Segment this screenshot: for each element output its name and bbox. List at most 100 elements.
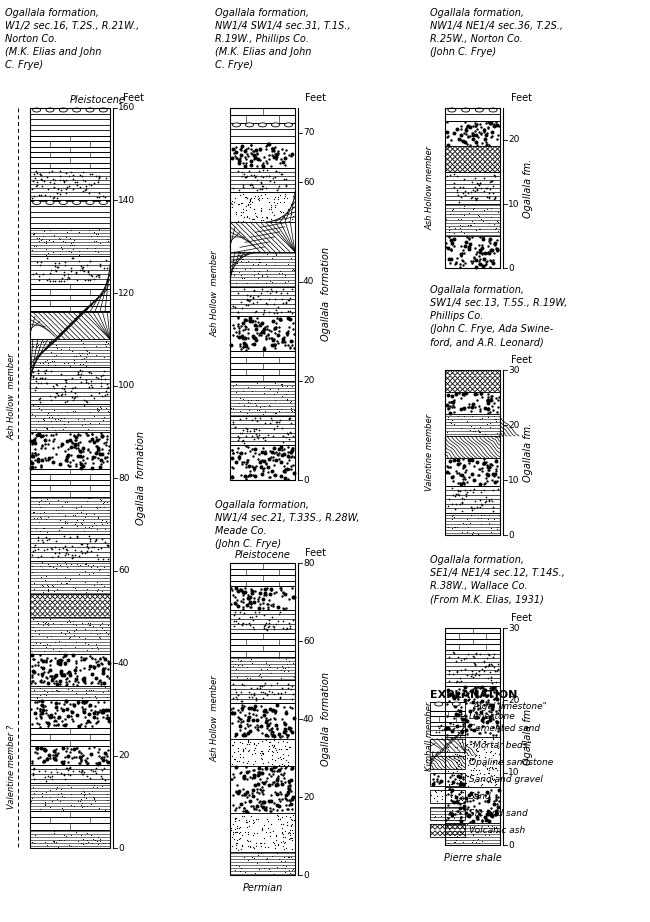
Point	[488, 237, 499, 252]
Point	[278, 725, 289, 739]
Point	[81, 682, 91, 697]
Point	[478, 455, 489, 470]
Point	[259, 445, 270, 460]
Point	[34, 763, 44, 778]
Text: Norton Co.: Norton Co.	[5, 34, 57, 44]
Point	[444, 664, 454, 679]
Point	[35, 719, 46, 734]
Point	[455, 455, 465, 470]
Point	[471, 706, 481, 721]
Point	[266, 251, 277, 266]
Point	[87, 675, 98, 690]
Point	[449, 405, 460, 420]
Point	[80, 719, 90, 734]
Point	[280, 752, 291, 767]
Point	[468, 828, 478, 843]
Point	[79, 676, 90, 691]
Point	[29, 225, 40, 240]
Text: Ogallala formation,: Ogallala formation,	[430, 285, 524, 295]
Point	[467, 408, 477, 423]
Point	[239, 771, 249, 786]
Point	[468, 131, 478, 146]
Point	[227, 715, 237, 730]
Point	[252, 592, 263, 607]
Point	[441, 397, 452, 412]
Point	[66, 828, 77, 843]
Text: 0: 0	[508, 530, 514, 539]
Point	[287, 802, 298, 817]
Point	[283, 471, 293, 486]
Point	[492, 718, 502, 733]
Point	[46, 707, 56, 722]
Point	[233, 432, 243, 447]
Point	[63, 778, 73, 793]
Point	[234, 156, 244, 171]
Point	[485, 116, 495, 131]
Point	[96, 769, 106, 784]
Point	[258, 592, 268, 607]
Point	[240, 342, 251, 357]
Point	[91, 499, 101, 514]
Point	[476, 498, 487, 513]
Point	[249, 595, 259, 609]
Point	[58, 265, 69, 279]
Point	[270, 393, 280, 408]
Point	[47, 833, 58, 848]
Point	[471, 246, 482, 261]
Point	[482, 245, 493, 260]
Point	[98, 189, 109, 204]
Point	[467, 664, 477, 679]
Point	[102, 707, 112, 722]
Point	[489, 192, 499, 207]
Point	[103, 443, 114, 457]
Point	[56, 655, 66, 669]
Point	[445, 806, 455, 821]
Point	[239, 435, 250, 450]
Point	[64, 529, 75, 544]
Point	[83, 375, 93, 390]
Point	[454, 796, 464, 810]
Point	[236, 841, 246, 856]
Point	[37, 438, 47, 453]
Point	[488, 731, 499, 746]
Bar	[30, 136, 110, 168]
Point	[88, 659, 99, 674]
Point	[283, 303, 293, 318]
Point	[450, 754, 461, 769]
Point	[477, 834, 488, 849]
Point	[240, 337, 251, 351]
Point	[89, 244, 99, 259]
Point	[457, 219, 467, 233]
Point	[445, 406, 455, 420]
Point	[90, 704, 100, 719]
Point	[426, 787, 437, 802]
Point	[492, 663, 502, 678]
Point	[257, 407, 268, 421]
Point	[237, 195, 247, 210]
Point	[479, 203, 489, 218]
Point	[493, 469, 504, 484]
Point	[92, 833, 103, 848]
Point	[36, 711, 47, 726]
Point	[229, 254, 239, 269]
Point	[103, 682, 113, 697]
Point	[458, 770, 468, 785]
Bar	[445, 392, 500, 414]
Point	[478, 230, 489, 244]
Point	[469, 216, 479, 230]
Point	[57, 668, 67, 682]
Point	[34, 269, 44, 284]
Point	[251, 421, 261, 436]
Point	[89, 390, 99, 405]
Point	[448, 239, 459, 254]
Point	[468, 424, 478, 439]
Point	[484, 791, 494, 806]
Point	[84, 706, 94, 721]
Point	[80, 272, 90, 287]
Point	[484, 765, 495, 780]
Point	[266, 744, 277, 759]
Point	[443, 400, 454, 415]
Point	[62, 495, 72, 510]
Point	[285, 739, 295, 754]
Point	[227, 150, 237, 165]
